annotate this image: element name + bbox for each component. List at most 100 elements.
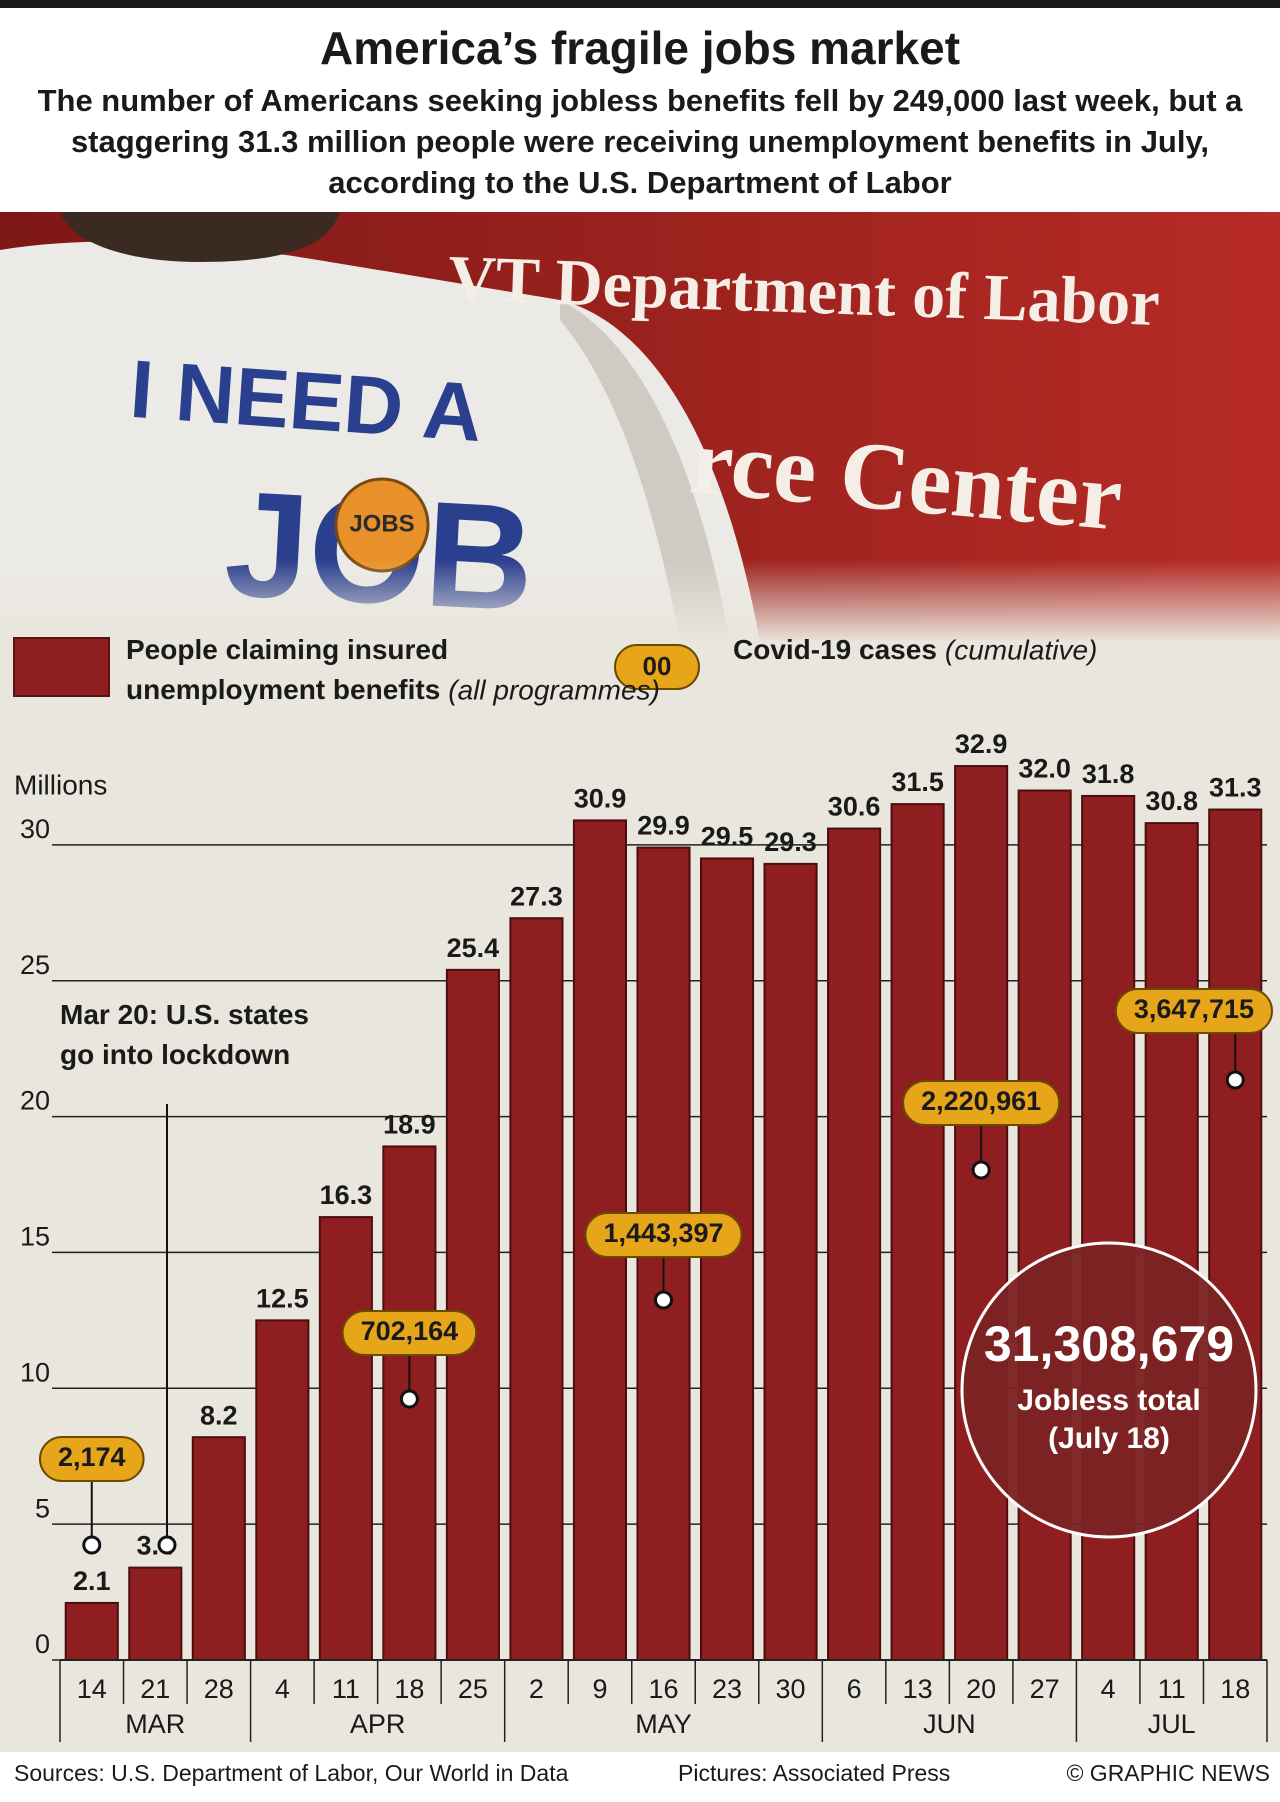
value-label: 30.8	[1145, 786, 1198, 816]
text-line: Covid-19 cases	[733, 634, 937, 665]
legend-swatch	[13, 637, 110, 697]
covid-label: 2,220,961	[921, 1086, 1041, 1116]
covid-dot	[82, 1535, 102, 1555]
credit: Pictures: Associated Press	[678, 1760, 950, 1786]
value-label: 16.3	[320, 1180, 373, 1210]
text-line: unemployment benefits	[126, 674, 440, 705]
covid-callout: 2,174	[38, 1436, 145, 1545]
value-label: 2.1	[73, 1566, 111, 1596]
x-tick-label: 30	[776, 1674, 806, 1704]
y-tick-label: 10	[20, 1357, 50, 1387]
text-line: (July 18)	[1048, 1422, 1170, 1455]
covid-dot	[654, 1290, 673, 1310]
title: America’s fragile jobs market	[320, 22, 960, 74]
y-tick-label: 30	[20, 814, 50, 844]
covid-box	[902, 1080, 1061, 1126]
top-rule	[0, 0, 1280, 8]
y-tick-label: 20	[20, 1086, 50, 1116]
covid-box	[341, 1310, 478, 1356]
x-tick-label: 28	[204, 1674, 234, 1704]
legend-note: (all programmes)	[448, 674, 660, 705]
legend-note: (cumulative)	[945, 634, 1097, 665]
bar	[827, 827, 882, 1661]
y-tick-label: 5	[35, 1493, 50, 1523]
annotation-dot	[157, 1535, 177, 1555]
bar	[509, 917, 564, 1661]
legend-sample: 00	[643, 651, 672, 681]
y-tick-label: 15	[20, 1222, 50, 1252]
bar	[699, 857, 755, 1661]
covid-label: 3,647,715	[1134, 994, 1254, 1024]
legend-swatch	[614, 644, 700, 690]
x-tick-label: 4	[275, 1674, 290, 1704]
value-label: 27.3	[510, 881, 563, 911]
value-label: 12.5	[256, 1283, 309, 1313]
bar	[954, 765, 1009, 1661]
header-bg	[0, 0, 1280, 212]
total-caption: Jobless total (July 18)	[1017, 1384, 1200, 1455]
sources: Sources: U.S. Department of Labor, Our W…	[14, 1760, 569, 1786]
legend-label: People claiming insured unemployment bene…	[126, 634, 448, 705]
x-tick-label: 6	[847, 1674, 862, 1704]
bar	[64, 1601, 119, 1661]
x-tick-label: 4	[1101, 1674, 1116, 1704]
value-label: 29.9	[637, 811, 690, 841]
text-line: The number of Americans seeking jobless …	[38, 83, 1244, 118]
text-line: staggering 31.3 million people were rece…	[71, 124, 1209, 159]
value-label: 25.4	[447, 933, 500, 963]
covid-callout: 702,164	[341, 1310, 478, 1399]
covid-box	[584, 1212, 743, 1258]
x-tick-label: 18	[1220, 1674, 1250, 1704]
bar	[128, 1566, 183, 1662]
photo-shirt	[0, 241, 760, 642]
bar	[890, 803, 945, 1661]
legend-label: Covid-19 cases	[733, 634, 937, 665]
bar	[1144, 822, 1199, 1661]
x-tick-label: 21	[140, 1674, 170, 1704]
bar	[255, 1319, 310, 1662]
bar	[763, 862, 818, 1661]
value-label: 31.8	[1082, 759, 1135, 789]
x-tick-label: 23	[712, 1674, 742, 1704]
text-line: according to the U.S. Department of Labo…	[328, 165, 952, 200]
covid-box	[1114, 988, 1273, 1034]
month-label: JUN	[923, 1709, 976, 1739]
annotation: Mar 20: U.S. states go into lockdown	[60, 999, 309, 1070]
y-tick-label: 25	[20, 950, 50, 980]
x-tick-label: 27	[1030, 1674, 1060, 1704]
bar	[191, 1436, 246, 1662]
covid-callout: 2,220,961	[902, 1080, 1061, 1170]
photo-fade	[0, 560, 1280, 642]
x-tick-label: 13	[903, 1674, 933, 1704]
x-tick-label: 25	[458, 1674, 488, 1704]
x-tick-label: 11	[1158, 1674, 1186, 1704]
value-label: 31.3	[1209, 773, 1262, 803]
value-label: 8.2	[200, 1400, 238, 1430]
covid-label: 1,443,397	[603, 1218, 723, 1248]
month-label: JUL	[1148, 1709, 1196, 1739]
total-circle	[960, 1241, 1258, 1539]
x-tick-label: 18	[394, 1674, 424, 1704]
covid-box	[38, 1436, 145, 1482]
value-label: 29.3	[764, 827, 817, 857]
subtitle: The number of Americans seeking jobless …	[38, 83, 1244, 200]
value-label: 18.9	[383, 1110, 436, 1140]
value-label: 32.9	[955, 729, 1008, 759]
covid-label: 2,174	[58, 1442, 126, 1472]
text-line: People claiming insured	[126, 634, 448, 665]
value-label: 30.6	[828, 792, 881, 822]
y-axis-label: Millions	[14, 769, 107, 800]
photo-shadow	[560, 300, 730, 642]
value-label: 32.0	[1018, 754, 1071, 784]
covid-dot	[399, 1389, 419, 1409]
covid-label: 702,164	[361, 1316, 459, 1346]
x-tick-label: 14	[77, 1674, 107, 1704]
copyright: © GRAPHIC NEWS	[1066, 1760, 1270, 1786]
photo-badge-text: JOBS	[349, 510, 414, 537]
x-tick-label: 9	[592, 1674, 607, 1704]
text-line: go into lockdown	[60, 1039, 290, 1070]
text-line: Jobless total	[1017, 1384, 1200, 1417]
x-tick-label: 20	[966, 1674, 996, 1704]
